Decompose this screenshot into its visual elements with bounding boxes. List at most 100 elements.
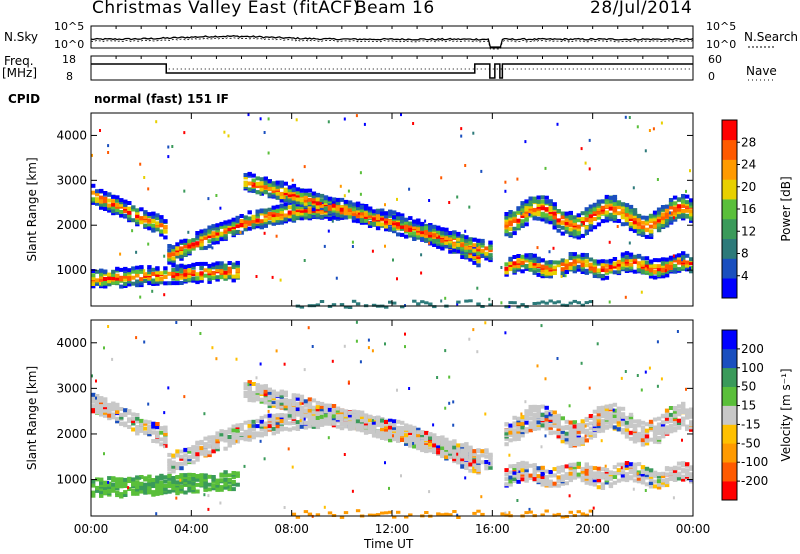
heatmap-cell (685, 204, 690, 209)
heatmap-cell (235, 439, 240, 444)
heatmap-cell (480, 241, 485, 245)
heatmap-cell (183, 461, 188, 466)
heatmap-cell (91, 490, 96, 495)
heatmap-cell (656, 267, 662, 272)
heatmap-cell (540, 423, 545, 428)
heatmap-cell (660, 420, 666, 425)
heatmap-cell (632, 228, 638, 233)
heatmap-cell (251, 173, 256, 178)
heatmap-cell (660, 434, 666, 439)
heatmap-cell (139, 475, 144, 479)
heatmap-cell (251, 426, 256, 431)
heatmap-cell (359, 360, 362, 364)
heatmap-cell (107, 272, 112, 277)
heatmap-cell (664, 416, 670, 421)
heatmap-cell (576, 227, 581, 232)
nsky-line (90, 35, 694, 48)
heatmap-cell (287, 398, 293, 403)
heatmap-cell (584, 228, 589, 233)
heatmap-cell (339, 422, 345, 426)
heatmap-cell (231, 482, 236, 487)
heatmap-cell (576, 426, 581, 431)
heatmap-cell (167, 248, 172, 253)
heatmap-cell (681, 213, 686, 218)
heatmap-cell (103, 199, 108, 204)
heatmap-cell (488, 253, 493, 258)
heatmap-cell (171, 281, 176, 286)
heatmap-cell (267, 179, 272, 184)
heatmap-cell (548, 202, 553, 206)
heatmap-cell (640, 220, 646, 225)
heatmap-cell (516, 254, 521, 258)
heatmap-cell (167, 281, 172, 286)
velocity-colorbar-tick-label: -200 (741, 474, 768, 488)
heatmap-cell (111, 272, 116, 277)
heatmap-cell (235, 268, 240, 273)
heatmap-cell (572, 254, 577, 259)
heatmap-cell (681, 474, 686, 479)
heatmap-cell (424, 511, 429, 514)
heatmap-cell (319, 210, 325, 215)
heatmap-cell (303, 195, 309, 200)
heatmap-cell (604, 212, 610, 217)
heatmap-cell (315, 425, 321, 430)
heatmap-cell (556, 469, 561, 474)
heatmap-cell (251, 390, 256, 395)
heatmap-cell (580, 429, 585, 434)
heatmap-cell (592, 480, 598, 485)
heatmap-cell (143, 490, 148, 495)
heatmap-cell (440, 435, 445, 440)
heatmap-cell (359, 418, 365, 423)
heatmap-cell (151, 272, 156, 276)
heatmap-cell (223, 473, 228, 478)
heatmap-cell (215, 437, 220, 442)
heatmap-cell (412, 231, 417, 236)
heatmap-cell (267, 220, 272, 225)
heatmap-cell (123, 410, 128, 415)
heatmap-cell (580, 476, 585, 480)
heatmap-cell (207, 453, 212, 458)
heatmap-cell (440, 513, 445, 517)
heatmap-cell (339, 197, 345, 202)
heatmap-cell (652, 417, 658, 422)
heatmap-cell (504, 223, 509, 228)
heatmap-cell (107, 151, 110, 154)
heatmap-cell (560, 220, 565, 225)
heatmap-cell (263, 424, 268, 429)
heatmap-cell (404, 217, 409, 222)
heatmap-cell (484, 450, 489, 455)
heatmap-cell (263, 231, 266, 235)
heatmap-cell (664, 480, 670, 485)
heatmap-cell (151, 439, 156, 443)
heatmap-cell (283, 197, 288, 202)
heatmap-cell (488, 297, 491, 301)
heatmap-cell (147, 488, 152, 493)
heatmap-cell (323, 421, 329, 426)
heatmap-cell (628, 227, 634, 232)
heatmap-cell (580, 423, 585, 428)
heatmap-cell (263, 218, 268, 223)
heatmap-cell (380, 427, 385, 432)
heatmap-cell (532, 467, 537, 472)
heatmap-cell (552, 301, 557, 305)
heatmap-cell (127, 216, 132, 221)
heatmap-cell (367, 211, 373, 216)
heatmap-cell (668, 200, 674, 205)
heatmap-cell (291, 187, 297, 192)
heatmap-cell (215, 265, 220, 269)
heatmap-cell (416, 433, 421, 438)
heatmap-cell (215, 483, 220, 488)
heatmap-cell (681, 422, 686, 427)
heatmap-cell (564, 431, 569, 436)
heatmap-cell (404, 423, 409, 428)
heatmap-cell (648, 224, 654, 229)
heatmap-cell (223, 429, 228, 434)
heatmap-cell (163, 235, 168, 240)
heatmap-cell (460, 245, 465, 250)
heatmap-cell (267, 394, 272, 399)
heatmap-cell (528, 196, 533, 201)
heatmap-cell (392, 432, 397, 437)
heatmap-cell (255, 184, 260, 189)
heatmap-cell (135, 269, 140, 274)
